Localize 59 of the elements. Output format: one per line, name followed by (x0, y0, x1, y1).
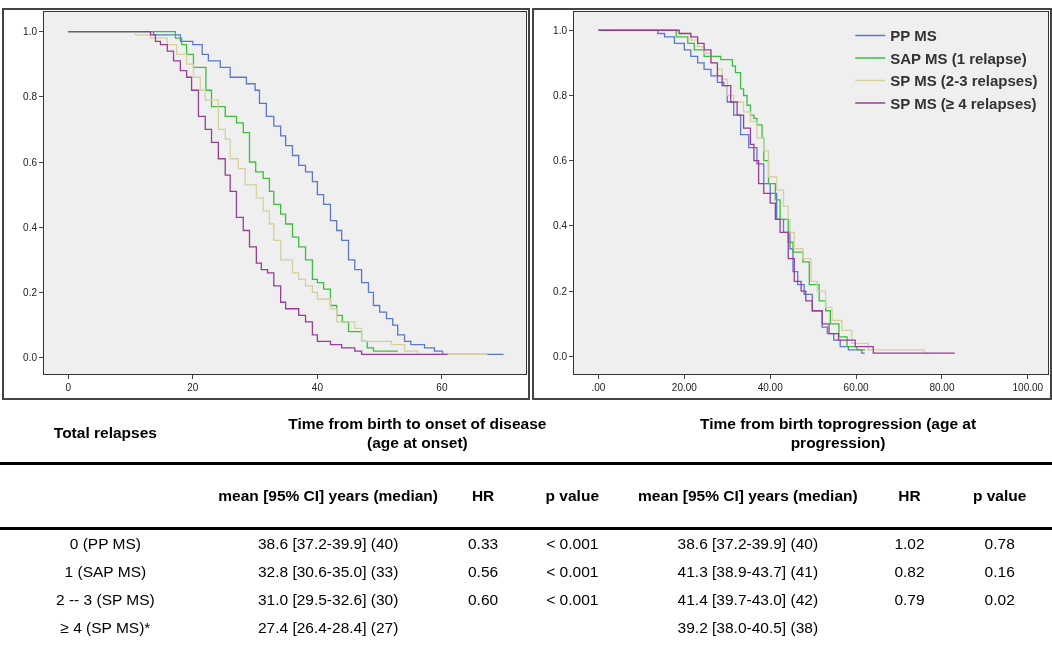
legend-label: SP MS (2-3 relapses) (890, 72, 1038, 90)
x-tick-label: 40.00 (757, 382, 784, 393)
category-label: ≥ 4 (SP MS)* (60, 619, 151, 636)
text: Time from birth to onset of disease (age at onset) (210, 404, 625, 464)
x-tick-label: 0 (65, 382, 72, 393)
category-label: HR (445, 463, 521, 529)
category-label: 2 -- 3 (SP MS) (55, 591, 155, 608)
category-label: HR (871, 463, 948, 529)
text: 0.56 (467, 563, 499, 580)
text: 41.3 [38.9-43.7] (41) (677, 563, 819, 580)
text: 27.4 [26.4-28.4] (27) (257, 619, 399, 636)
category-label: 0 (PP MS) (69, 535, 141, 552)
text: 38.6 [37.2-39.9] (40) (257, 535, 399, 552)
text: 39.2 [38.0-40.5] (38) (677, 619, 819, 636)
y-tick-label: 0.2 (23, 286, 38, 298)
text: 0.02 (984, 591, 1015, 608)
text: 0.16 (984, 563, 1015, 580)
x-tick-label: 40 (311, 382, 324, 393)
y-tick-label: 0.8 (23, 91, 38, 103)
category-label: 1 (SAP MS) (64, 563, 147, 580)
y-tick-label: 1.0 (23, 26, 38, 38)
y-tick-label: 0.8 (553, 89, 568, 101)
text: Time from birth toprogression (age at progression) (624, 404, 1052, 464)
x-tick-label: 60.00 (843, 382, 870, 393)
x-tick-label: 20 (187, 382, 199, 393)
x-tick-label: 20.00 (671, 382, 698, 393)
text: < 0.001 (546, 535, 599, 552)
text: 38.6 [37.2-39.9] (40) (677, 535, 819, 552)
text: 1.02 (894, 535, 925, 552)
y-tick-label: 0.6 (23, 156, 38, 168)
text: 0.60 (467, 591, 499, 608)
x-tick-label: .00 (591, 382, 606, 393)
text: 0.78 (984, 535, 1015, 552)
text: 0.33 (467, 535, 499, 552)
category-label: mean [95% CI] years (median) (624, 463, 872, 529)
legend-label: SAP MS (1 relapse) (890, 49, 1027, 67)
text: 41.4 [39.7-43.0] (42) (677, 591, 819, 608)
category-label: mean [95% CI] years (median) (210, 463, 446, 529)
x-tick-label: 80.00 (929, 382, 955, 393)
y-tick-label: 0.0 (23, 352, 38, 364)
y-tick-label: 0.4 (23, 221, 38, 233)
text: Total relapses (0, 404, 211, 464)
category-label: p value (947, 463, 1052, 529)
y-tick-label: 0.2 (553, 285, 568, 297)
y-tick-label: 1.0 (553, 24, 568, 36)
text: 31.0 [29.5-32.6] (30) (257, 591, 399, 608)
y-tick-label: 0.0 (553, 350, 568, 362)
category-label: p value (520, 463, 625, 529)
text: 0.82 (894, 563, 925, 580)
y-tick-label: 0.6 (553, 155, 568, 167)
text: 0.79 (894, 591, 925, 608)
text: < 0.001 (546, 563, 599, 580)
legend-label: PP MS (890, 27, 937, 45)
x-tick-label: 100.00 (1012, 382, 1044, 393)
text: 32.8 [30.6-35.0] (33) (257, 563, 399, 580)
legend-label: SP MS (≥ 4 relapses) (890, 94, 1037, 112)
text: < 0.001 (546, 591, 599, 608)
y-tick-label: 0.4 (553, 220, 568, 232)
x-tick-label: 60 (436, 382, 448, 393)
